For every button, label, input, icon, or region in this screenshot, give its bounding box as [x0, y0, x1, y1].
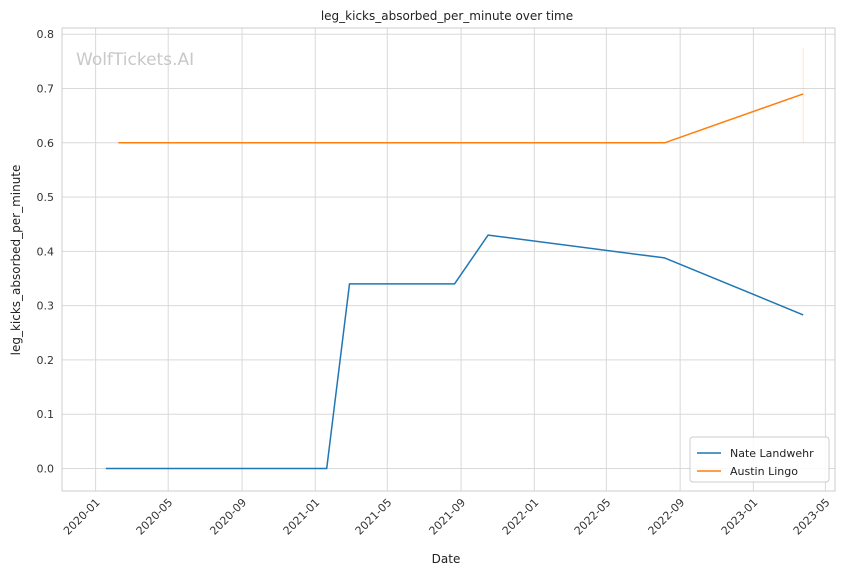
y-tick-label: 0.2 [37, 354, 55, 367]
x-tick-label: 2020-05 [134, 496, 176, 538]
x-tick-label: 2021-01 [281, 496, 323, 538]
x-tick-label: 2023-01 [719, 496, 761, 538]
x-tick-label: 2023-05 [791, 496, 833, 538]
chart-title: leg_kicks_absorbed_per_minute over time [321, 9, 573, 23]
y-tick-label: 0.3 [37, 300, 55, 313]
y-tick-label: 0.1 [37, 408, 55, 421]
x-tick-label: 2022-01 [500, 496, 542, 538]
series-line-nate-landwehr [105, 234, 804, 470]
legend: Nate Landwehr Austin Lingo [689, 436, 830, 483]
y-tick-label: 0.8 [37, 28, 55, 41]
watermark: WolfTickets.AI [76, 50, 194, 70]
plot-frame [61, 27, 836, 492]
x-tick-label: 2022-09 [646, 496, 688, 538]
y-tick-label: 0.5 [37, 191, 55, 204]
y-tick-label: 0.6 [37, 137, 55, 150]
y-tick-label: 0.0 [37, 462, 55, 475]
x-tick-label: 2021-05 [353, 496, 395, 538]
grid [62, 28, 835, 491]
x-axis-label: Date [432, 552, 461, 566]
x-tick-label: 2020-01 [61, 496, 103, 538]
legend-label-nate-landwehr: Nate Landwehr [730, 447, 814, 460]
series-line-austin-lingo [118, 93, 804, 144]
x-tick-label: 2021-09 [427, 496, 469, 538]
y-axis-label: leg_kicks_absorbed_per_minute [9, 165, 23, 356]
legend-box [689, 436, 830, 483]
x-tick-label: 2022-05 [572, 496, 614, 538]
y-tick-label: 0.7 [37, 83, 55, 96]
series [105, 47, 804, 470]
y-tick-label: 0.4 [37, 245, 55, 258]
legend-label-austin-lingo: Austin Lingo [730, 465, 798, 478]
x-tick-label: 2020-09 [207, 496, 249, 538]
